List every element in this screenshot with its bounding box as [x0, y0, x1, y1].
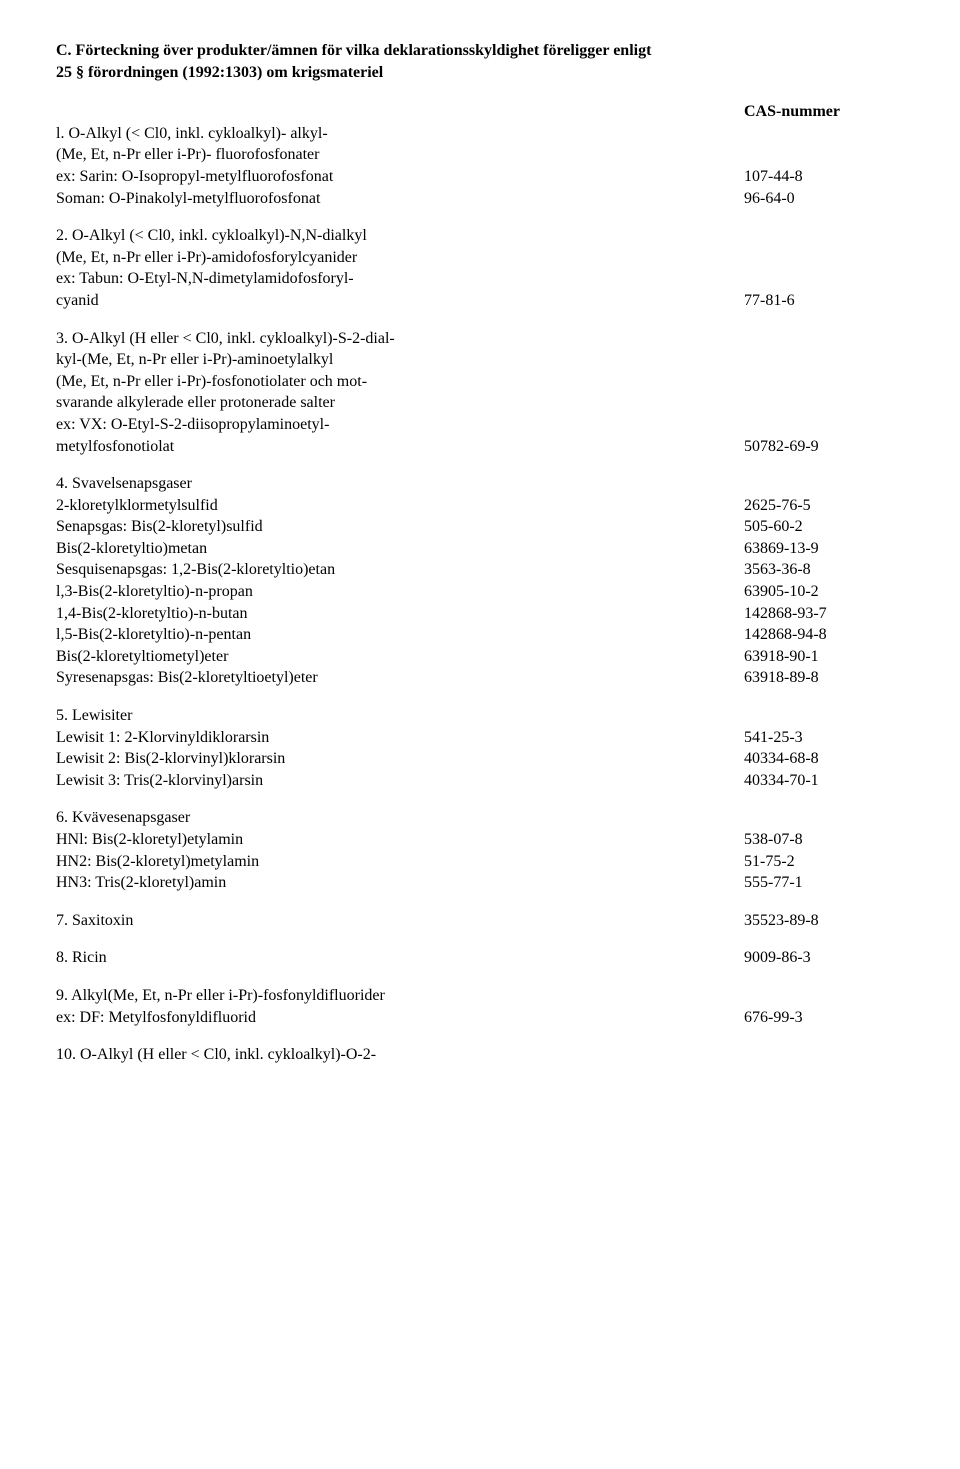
s8-l: 8. Ricin — [56, 947, 744, 969]
section-4: 4. Svavelsenapsgaser 2-kloretylklormetyl… — [56, 473, 904, 689]
table-row: Sesquisenapsgas: 1,2-Bis(2-kloretyltio)e… — [56, 559, 904, 581]
s5-r2-r: 40334-70-1 — [744, 770, 904, 792]
s4-r6-l: l,5-Bis(2-kloretyltio)-n-pentan — [56, 624, 744, 646]
s9-l2-right: 676-99-3 — [744, 1007, 904, 1029]
s1-l4-right: 96-64-0 — [744, 188, 904, 210]
cas-header: CAS-nummer — [744, 101, 904, 123]
s4-r8-l: Syresenapsgas: Bis(2-kloretyltioetyl)ete… — [56, 667, 744, 689]
s10-l1: 10. O-Alkyl (H eller < Cl0, inkl. cykloa… — [56, 1044, 744, 1066]
s4-title: 4. Svavelsenapsgaser — [56, 473, 744, 495]
table-row: HN2: Bis(2-kloretyl)metylamin51-75-2 — [56, 851, 904, 873]
section-1: l. O-Alkyl (< Cl0, inkl. cykloalkyl)- al… — [56, 123, 904, 209]
s6-r2-l: HN3: Tris(2-kloretyl)amin — [56, 872, 744, 894]
table-row: Lewisit 1: 2-Klorvinyldiklorarsin541-25-… — [56, 727, 904, 749]
s7-r: 35523-89-8 — [744, 910, 904, 932]
s3-l4: svarande alkylerade eller protonerade sa… — [56, 392, 744, 414]
section-5: 5. Lewisiter Lewisit 1: 2-Klorvinyldiklo… — [56, 705, 904, 791]
section-10: 10. O-Alkyl (H eller < Cl0, inkl. cykloa… — [56, 1044, 904, 1066]
s2-l2: (Me, Et, n-Pr eller i-Pr)-amidofosforylc… — [56, 247, 744, 269]
s4-r0-r: 2625-76-5 — [744, 495, 904, 517]
s4-r8-r: 63918-89-8 — [744, 667, 904, 689]
s4-r7-r: 63918-90-1 — [744, 646, 904, 668]
s4-r1-r: 505-60-2 — [744, 516, 904, 538]
s1-l3-right: 107-44-8 — [744, 166, 904, 188]
s3-l5: ex: VX: O-Etyl-S-2-diisopropylaminoetyl- — [56, 414, 744, 436]
s5-title: 5. Lewisiter — [56, 705, 744, 727]
table-row: 2-kloretylklormetylsulfid2625-76-5 — [56, 495, 904, 517]
s9-l2-left: ex: DF: Metylfosfonyldifluorid — [56, 1007, 744, 1029]
s4-r2-r: 63869-13-9 — [744, 538, 904, 560]
s6-r0-r: 538-07-8 — [744, 829, 904, 851]
table-row: Bis(2-kloretyltiometyl)eter63918-90-1 — [56, 646, 904, 668]
s5-r0-r: 541-25-3 — [744, 727, 904, 749]
s6-r1-r: 51-75-2 — [744, 851, 904, 873]
s4-r0-l: 2-kloretylklormetylsulfid — [56, 495, 744, 517]
section-7: 7. Saxitoxin 35523-89-8 — [56, 910, 904, 932]
table-row: HNl: Bis(2-kloretyl)etylamin538-07-8 — [56, 829, 904, 851]
s1-l2: (Me, Et, n-Pr eller i-Pr)- fluorofosfona… — [56, 144, 744, 166]
section-3: 3. O-Alkyl (H eller < Cl0, inkl. cykloal… — [56, 328, 904, 458]
s3-l6-left: metylfosfonotiolat — [56, 436, 744, 458]
s5-r1-r: 40334-68-8 — [744, 748, 904, 770]
s7-l: 7. Saxitoxin — [56, 910, 744, 932]
s8-r: 9009-86-3 — [744, 947, 904, 969]
s4-r2-l: Bis(2-kloretyltio)metan — [56, 538, 744, 560]
s4-r4-r: 63905-10-2 — [744, 581, 904, 603]
s2-l1: 2. O-Alkyl (< Cl0, inkl. cykloalkyl)-N,N… — [56, 225, 744, 247]
s5-r1-l: Lewisit 2: Bis(2-klorvinyl)klorarsin — [56, 748, 744, 770]
s6-r1-l: HN2: Bis(2-kloretyl)metylamin — [56, 851, 744, 873]
heading-line-2: 25 § förordningen (1992:1303) om krigsma… — [56, 62, 904, 84]
s5-r2-l: Lewisit 3: Tris(2-klorvinyl)arsin — [56, 770, 744, 792]
table-row: Bis(2-kloretyltio)metan63869-13-9 — [56, 538, 904, 560]
empty-left — [56, 101, 744, 123]
section-2: 2. O-Alkyl (< Cl0, inkl. cykloalkyl)-N,N… — [56, 225, 904, 311]
s4-r6-r: 142868-94-8 — [744, 624, 904, 646]
section-6: 6. Kvävesenapsgaser HNl: Bis(2-kloretyl)… — [56, 807, 904, 893]
s4-r1-l: Senapsgas: Bis(2-kloretyl)sulfid — [56, 516, 744, 538]
s6-r2-r: 555-77-1 — [744, 872, 904, 894]
s4-r3-r: 3563-36-8 — [744, 559, 904, 581]
s3-l6-right: 50782-69-9 — [744, 436, 904, 458]
s4-r3-l: Sesquisenapsgas: 1,2-Bis(2-kloretyltio)e… — [56, 559, 744, 581]
table-row: l,5-Bis(2-kloretyltio)-n-pentan142868-94… — [56, 624, 904, 646]
table-row: Senapsgas: Bis(2-kloretyl)sulfid505-60-2 — [56, 516, 904, 538]
s2-l4-right: 77-81-6 — [744, 290, 904, 312]
s3-l2: kyl-(Me, Et, n-Pr eller i-Pr)-aminoetyla… — [56, 349, 744, 371]
s4-r5-r: 142868-93-7 — [744, 603, 904, 625]
section-9: 9. Alkyl(Me, Et, n-Pr eller i-Pr)-fosfon… — [56, 985, 904, 1028]
table-row: HN3: Tris(2-kloretyl)amin555-77-1 — [56, 872, 904, 894]
section-8: 8. Ricin 9009-86-3 — [56, 947, 904, 969]
cas-header-row: CAS-nummer — [56, 101, 904, 123]
s3-l3: (Me, Et, n-Pr eller i-Pr)-fosfonotiolate… — [56, 371, 744, 393]
table-row: Lewisit 2: Bis(2-klorvinyl)klorarsin4033… — [56, 748, 904, 770]
s6-r0-l: HNl: Bis(2-kloretyl)etylamin — [56, 829, 744, 851]
s6-title: 6. Kvävesenapsgaser — [56, 807, 744, 829]
s2-l3: ex: Tabun: O-Etyl-N,N-dimetylamidofosfor… — [56, 268, 744, 290]
s2-l4-left: cyanid — [56, 290, 744, 312]
s9-l1: 9. Alkyl(Me, Et, n-Pr eller i-Pr)-fosfon… — [56, 985, 744, 1007]
table-row: Syresenapsgas: Bis(2-kloretyltioetyl)ete… — [56, 667, 904, 689]
s3-l1: 3. O-Alkyl (H eller < Cl0, inkl. cykloal… — [56, 328, 744, 350]
document-heading: C. Förteckning över produkter/ämnen för … — [56, 40, 904, 83]
s1-l4-left: Soman: O-Pinakolyl-metylfluorofosfonat — [56, 188, 744, 210]
s5-r0-l: Lewisit 1: 2-Klorvinyldiklorarsin — [56, 727, 744, 749]
s1-l1: l. O-Alkyl (< Cl0, inkl. cykloalkyl)- al… — [56, 123, 744, 145]
s4-r5-l: 1,4-Bis(2-kloretyltio)-n-butan — [56, 603, 744, 625]
heading-line-1: C. Förteckning över produkter/ämnen för … — [56, 40, 904, 62]
s4-r4-l: l,3-Bis(2-kloretyltio)-n-propan — [56, 581, 744, 603]
table-row: Lewisit 3: Tris(2-klorvinyl)arsin40334-7… — [56, 770, 904, 792]
table-row: l,3-Bis(2-kloretyltio)-n-propan63905-10-… — [56, 581, 904, 603]
table-row: 1,4-Bis(2-kloretyltio)-n-butan142868-93-… — [56, 603, 904, 625]
s1-l3-left: ex: Sarin: O-Isopropyl-metylfluorofosfon… — [56, 166, 744, 188]
s4-r7-l: Bis(2-kloretyltiometyl)eter — [56, 646, 744, 668]
